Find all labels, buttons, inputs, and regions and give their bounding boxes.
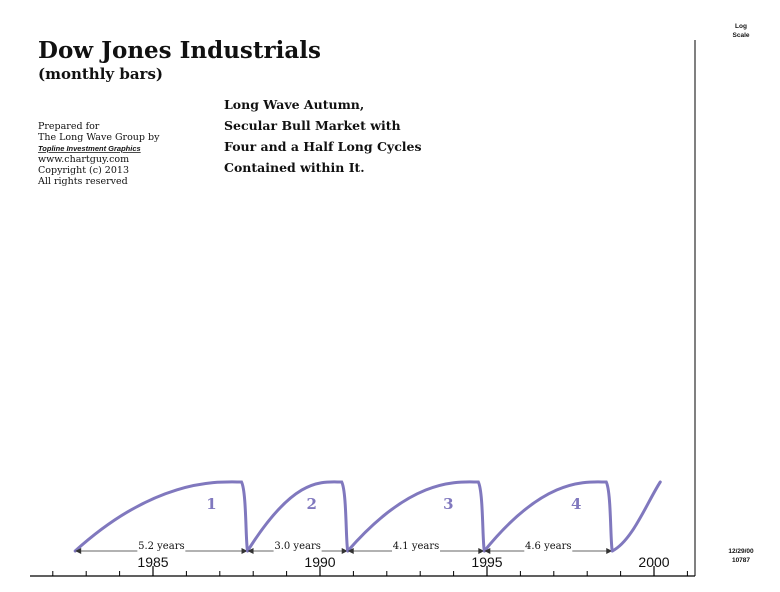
cycle-wave bbox=[346, 480, 486, 553]
cycle-arrow-head-left bbox=[347, 548, 354, 554]
footer-date: 12/29/00 bbox=[728, 548, 754, 555]
cycle-arrow-head-left bbox=[484, 548, 491, 554]
x-tick-label: 1995 bbox=[471, 554, 502, 570]
cycle-years-label-bg bbox=[392, 540, 441, 552]
cycle-years-label-bg bbox=[524, 540, 573, 552]
cycle-wave bbox=[246, 480, 350, 553]
cycle-wave bbox=[482, 480, 614, 553]
cycle-arrow-head-right bbox=[341, 548, 348, 554]
cycle-number: 3 bbox=[443, 495, 453, 513]
credits-line: Prepared for bbox=[38, 121, 100, 132]
credits-line: All rights reserved bbox=[37, 176, 128, 187]
footer-value: 10787 bbox=[732, 557, 750, 564]
x-tick-label: 1985 bbox=[137, 554, 168, 570]
cycle-arrow-head-left bbox=[75, 548, 82, 554]
cycle-arrow-head-left bbox=[247, 548, 254, 554]
cycle-arrow-head-right bbox=[241, 548, 248, 554]
cycle-wave bbox=[73, 480, 250, 553]
cycle-number: 2 bbox=[307, 495, 317, 513]
cycle-arrow-head-right bbox=[478, 548, 485, 554]
credits-company: Topline Investment Graphics bbox=[38, 144, 141, 153]
log-scale-label-line1: Log bbox=[735, 23, 747, 30]
credits-line: Copyright (c) 2013 bbox=[38, 165, 129, 176]
credits-line: The Long Wave Group by bbox=[38, 132, 160, 143]
x-axis-ticks: 1985 1990 1995 2000 bbox=[52, 554, 688, 576]
cycle-arrow-head-right bbox=[606, 548, 613, 554]
cycle-wave-half bbox=[610, 480, 662, 553]
x-tick-label: 2000 bbox=[638, 554, 669, 570]
cycle-number: 4 bbox=[571, 495, 581, 513]
credits-block: Prepared for The Long Wave Group by Topl… bbox=[37, 121, 160, 187]
annotation-block: Long Wave Autumn, Secular Bull Market wi… bbox=[224, 97, 422, 175]
cycle-duration-arrows: 1 5.2 years 2 3.0 years 3 4.1 years 4 4.6 years bbox=[73, 480, 662, 554]
cycle-years-label-bg bbox=[273, 540, 322, 552]
cycle-number: 1 bbox=[206, 495, 216, 513]
cycle-years-label-bg bbox=[137, 540, 186, 552]
credits-line: www.chartguy.com bbox=[38, 154, 129, 165]
annotation-line: Secular Bull Market with bbox=[224, 118, 401, 133]
cycle-years-label: 5.2 years bbox=[138, 541, 185, 552]
log-scale-label-line2: Scale bbox=[733, 32, 750, 39]
chart-subtitle: (monthly bars) bbox=[38, 65, 163, 83]
cycle-years-label: 3.0 years bbox=[274, 541, 321, 552]
x-tick-label: 1990 bbox=[304, 554, 335, 570]
annotation-line: Four and a Half Long Cycles bbox=[224, 139, 422, 154]
chart-title: Dow Jones Industrials bbox=[38, 37, 321, 64]
cycle-years-label: 4.6 years bbox=[525, 541, 572, 552]
cycle-years-label: 4.1 years bbox=[393, 541, 440, 552]
annotation-line: Contained within It. bbox=[224, 160, 365, 175]
annotation-line: Long Wave Autumn, bbox=[224, 97, 364, 112]
